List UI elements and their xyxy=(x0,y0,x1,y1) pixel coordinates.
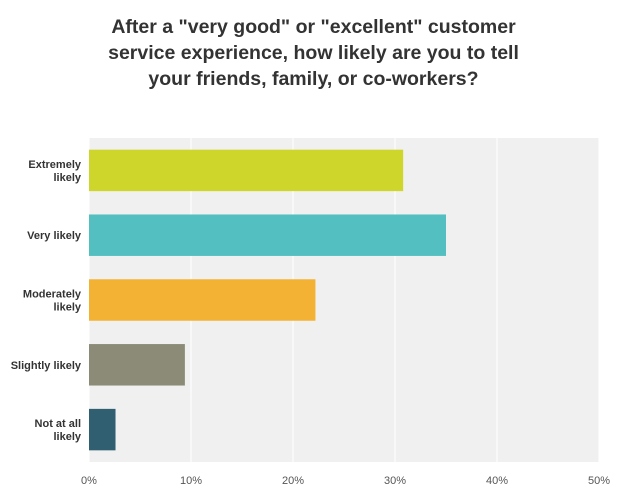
category-label-line: likely xyxy=(53,172,81,184)
category-label-line: Slightly likely xyxy=(11,360,82,372)
category-label-line: Extremely xyxy=(28,159,81,171)
category-label-line: likely xyxy=(53,302,81,314)
bar xyxy=(89,344,185,386)
x-tick-label: 40% xyxy=(486,475,508,487)
chart-title-line-1: After a "very good" or "excellent" custo… xyxy=(111,16,516,38)
category-label: Not at all likely xyxy=(35,418,82,443)
category-label-line: Very likely xyxy=(27,230,82,242)
category-label-line: Moderately xyxy=(23,289,82,301)
bar xyxy=(89,214,446,256)
bars xyxy=(89,149,446,451)
category-label: Extremely likely xyxy=(28,159,81,184)
bar xyxy=(89,149,404,192)
chart-title-line-2: service experience, how likely are you t… xyxy=(108,42,519,64)
x-tick-label: 50% xyxy=(588,475,610,487)
category-label-line: Not at all xyxy=(35,418,81,430)
x-tick-label: 10% xyxy=(180,475,202,487)
category-label-line: likely xyxy=(53,431,81,443)
category-label: Moderately likely xyxy=(23,289,82,314)
x-tick-label: 0% xyxy=(81,475,97,487)
chart-title-line-3: your friends, family, or co-workers? xyxy=(148,68,479,90)
category-label: Slightly likely xyxy=(11,360,82,372)
chart-title: After a "very good" or "excellent" custo… xyxy=(0,14,627,92)
bar xyxy=(89,408,116,451)
bar xyxy=(89,279,316,321)
x-tick-label: 30% xyxy=(384,475,406,487)
category-label: Very likely xyxy=(27,230,82,242)
x-axis-ticks: 0% 10% 20% 30% 40% 50% xyxy=(81,475,610,487)
x-tick-label: 20% xyxy=(282,475,304,487)
